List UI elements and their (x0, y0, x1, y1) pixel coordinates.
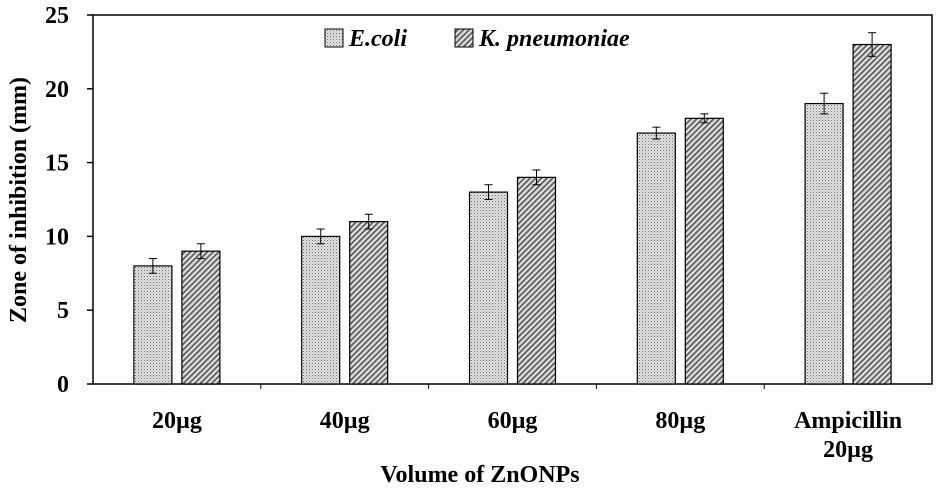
bar-kpneumoniae (181, 250, 221, 385)
bar-kpneumoniae (349, 221, 389, 385)
bar-ecoli (468, 191, 509, 385)
x-tick-label: Ampicillin 20µg (794, 408, 902, 463)
y-tick-label: 5 (57, 298, 69, 324)
y-axis-label: Zone of inhibition (mm) (6, 77, 32, 323)
legend-swatch-kpneumoniae (454, 28, 474, 48)
y-tick-label: 20 (45, 77, 69, 103)
legend-label-kpneumoniae: K. pneumoniae (478, 26, 630, 52)
x-tick-label: 40µg (320, 408, 370, 434)
x-tick-label: 20µg (152, 408, 202, 434)
x-tick-label: 80µg (655, 408, 705, 434)
x-axis-label: Volume of ZnONPs (380, 462, 579, 488)
bar-ecoli (301, 235, 341, 385)
bar-kpneumoniae (684, 117, 724, 385)
legend: E.coli K. pneumoniae (324, 26, 630, 52)
x-tick-label: 60µg (488, 408, 538, 434)
bar-ecoli (804, 102, 844, 385)
legend-label-ecoli: E.coli (348, 26, 407, 52)
bar-kpneumoniae (516, 176, 557, 385)
bar-ecoli (636, 132, 676, 385)
y-tick-label: 0 (57, 372, 69, 398)
plot-area: 0 5 10 15 20 25 20µg 40µg 60µg 80µg Ampicillin 20µg (45, 3, 933, 463)
legend-swatch-ecoli (324, 28, 344, 48)
bar-ecoli (133, 265, 173, 385)
y-tick-label: 25 (45, 3, 69, 29)
bar-kpneumoniae (852, 43, 892, 385)
plot-frame (92, 14, 933, 385)
y-tick-label: 15 (45, 151, 69, 177)
y-tick-label: 10 (45, 224, 69, 250)
